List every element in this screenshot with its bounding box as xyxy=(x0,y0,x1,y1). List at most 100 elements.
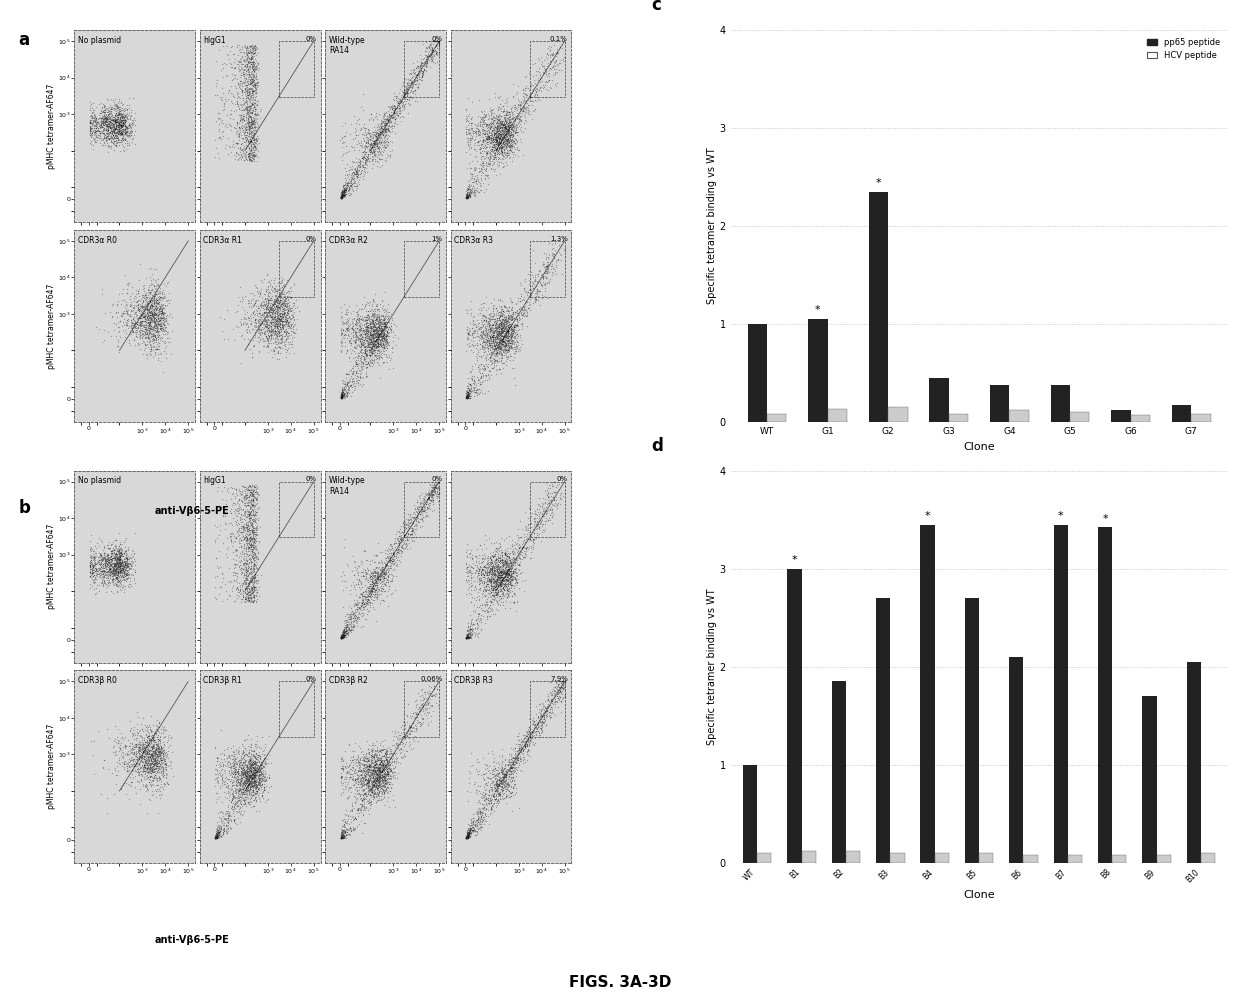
Point xyxy=(486,551,506,567)
Point xyxy=(393,88,413,105)
Point xyxy=(501,340,521,356)
Point xyxy=(265,294,285,311)
Point xyxy=(490,576,510,592)
Point xyxy=(372,767,392,783)
Point xyxy=(151,776,171,792)
Point xyxy=(384,114,404,130)
Point xyxy=(141,322,161,338)
Point xyxy=(239,105,259,121)
Point xyxy=(472,326,492,342)
Point xyxy=(497,325,517,341)
Point xyxy=(236,478,255,494)
Point xyxy=(347,306,367,322)
Point xyxy=(241,69,260,85)
Point xyxy=(84,565,104,581)
Point xyxy=(518,284,538,300)
Point xyxy=(348,347,368,363)
Point xyxy=(117,142,136,158)
Point xyxy=(456,330,476,346)
Point xyxy=(112,545,131,561)
Point xyxy=(241,769,260,785)
Point xyxy=(229,128,249,144)
Point xyxy=(109,569,129,585)
Point xyxy=(469,115,489,131)
Point xyxy=(247,779,267,795)
Point xyxy=(508,302,528,318)
Point xyxy=(410,505,430,521)
Point xyxy=(374,565,394,581)
Point xyxy=(109,574,129,590)
Point xyxy=(224,139,244,155)
Point xyxy=(350,160,370,176)
Point xyxy=(404,72,424,88)
Point xyxy=(356,745,376,761)
Point xyxy=(102,574,122,590)
Point xyxy=(246,760,265,776)
Point xyxy=(481,589,501,605)
Point xyxy=(242,492,262,509)
Point xyxy=(331,190,351,206)
Point xyxy=(472,789,492,805)
Point xyxy=(254,758,274,774)
Point xyxy=(118,128,138,144)
Point xyxy=(360,584,379,600)
Point xyxy=(508,142,528,158)
Point xyxy=(239,513,259,529)
Point xyxy=(487,124,507,140)
Point xyxy=(487,118,507,134)
Point xyxy=(99,554,119,570)
Point xyxy=(492,322,512,338)
Point xyxy=(485,341,505,357)
Point xyxy=(243,506,263,522)
Point xyxy=(114,116,134,132)
Point xyxy=(331,770,351,786)
Point xyxy=(118,747,138,763)
Point xyxy=(91,552,110,568)
Point xyxy=(372,734,392,750)
Point xyxy=(378,568,398,584)
Point xyxy=(241,776,260,792)
Point xyxy=(362,780,382,796)
Point xyxy=(269,317,289,333)
Point xyxy=(482,123,502,139)
Point xyxy=(458,190,477,206)
Point xyxy=(135,754,155,770)
Point xyxy=(83,137,103,153)
Point xyxy=(474,132,494,148)
Point xyxy=(100,111,120,127)
Point xyxy=(146,740,166,756)
Point xyxy=(246,105,265,121)
Point xyxy=(237,528,257,544)
Point xyxy=(405,72,425,88)
Point xyxy=(362,583,382,599)
Point xyxy=(383,116,403,132)
Point xyxy=(110,545,130,561)
Point xyxy=(368,125,388,141)
Point xyxy=(374,783,394,799)
Point xyxy=(213,123,233,139)
Point xyxy=(353,752,373,768)
Point xyxy=(490,338,510,354)
Point xyxy=(97,118,117,134)
Point xyxy=(345,554,365,570)
Point xyxy=(361,783,381,799)
Point xyxy=(501,114,521,130)
Point xyxy=(239,796,259,812)
Point xyxy=(502,588,522,604)
Point xyxy=(498,319,518,335)
Point xyxy=(506,86,526,103)
Point xyxy=(495,137,515,153)
Point xyxy=(361,767,381,783)
Point xyxy=(243,76,263,92)
Point xyxy=(492,132,512,148)
Point xyxy=(494,323,513,339)
Point xyxy=(542,261,562,277)
Point xyxy=(489,321,508,337)
Point xyxy=(135,326,155,342)
Point xyxy=(213,764,233,780)
Point xyxy=(244,767,264,783)
Point xyxy=(373,755,393,771)
Point xyxy=(502,145,522,161)
Point xyxy=(371,131,391,147)
Point xyxy=(155,753,175,769)
